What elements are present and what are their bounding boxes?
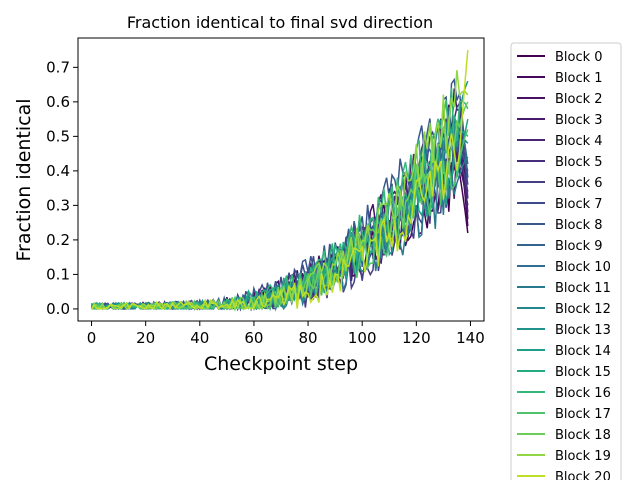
legend-label-block-6: Block 6 xyxy=(555,176,603,191)
y-tick-label: 0.5 xyxy=(46,127,70,145)
legend-label-block-20: Block 20 xyxy=(555,470,611,480)
legend-label-block-10: Block 10 xyxy=(555,260,611,275)
legend-label-block-4: Block 4 xyxy=(555,134,603,149)
x-tick-label: 120 xyxy=(402,329,431,347)
x-axis: 0 20 40 60 80 100 120 140 xyxy=(87,321,485,347)
x-axis-label: Checkpoint step xyxy=(204,353,358,375)
y-tick-label: 0.7 xyxy=(46,58,70,76)
y-tick-label: 0.0 xyxy=(46,300,70,318)
legend-label-block-5: Block 5 xyxy=(555,155,603,170)
y-axis: 0.0 0.1 0.2 0.3 0.4 0.5 0.6 0.7 xyxy=(46,58,78,318)
x-tick-label: 60 xyxy=(244,329,263,347)
legend-label-block-7: Block 7 xyxy=(555,197,603,212)
y-tick-label: 0.2 xyxy=(46,231,70,249)
chart-title: Fraction identical to final svd directio… xyxy=(127,13,433,32)
legend-label-block-15: Block 15 xyxy=(555,365,611,380)
legend-label-block-11: Block 11 xyxy=(555,281,611,296)
x-tick-label: 0 xyxy=(87,329,97,347)
legend-label-block-1: Block 1 xyxy=(555,71,603,86)
legend-label-block-9: Block 9 xyxy=(555,239,603,254)
y-tick-label: 0.3 xyxy=(46,196,70,214)
legend-label-block-13: Block 13 xyxy=(555,323,611,338)
legend-label-block-16: Block 16 xyxy=(555,386,611,401)
plot-frame xyxy=(77,37,485,322)
legend-label-block-14: Block 14 xyxy=(555,344,611,359)
legend: Block 0 Block 1 Block 2 Block 3 Block 4 Block… xyxy=(510,42,622,480)
legend-label-block-8: Block 8 xyxy=(555,218,603,233)
y-tick-label: 0.6 xyxy=(46,93,70,111)
legend-label-block-0: Block 0 xyxy=(555,50,603,65)
legend-label-block-3: Block 3 xyxy=(555,113,603,128)
y-axis-label: Fraction identical xyxy=(13,98,35,261)
series-line-block-20 xyxy=(90,50,469,311)
x-tick-label: 40 xyxy=(190,329,209,347)
legend-label-block-18: Block 18 xyxy=(555,428,611,443)
x-tick-label: 20 xyxy=(136,329,155,347)
x-tick-label: 140 xyxy=(456,329,485,347)
legend-label-block-2: Block 2 xyxy=(555,92,603,107)
y-tick-label: 0.1 xyxy=(46,265,70,283)
legend-label-block-17: Block 17 xyxy=(555,407,611,422)
x-tick-label: 100 xyxy=(348,329,377,347)
y-tick-label: 0.4 xyxy=(46,162,70,180)
x-tick-label: 80 xyxy=(299,329,318,347)
legend-label-block-12: Block 12 xyxy=(555,302,611,317)
legend-label-block-19: Block 19 xyxy=(555,449,611,464)
plot-lines xyxy=(90,50,469,312)
